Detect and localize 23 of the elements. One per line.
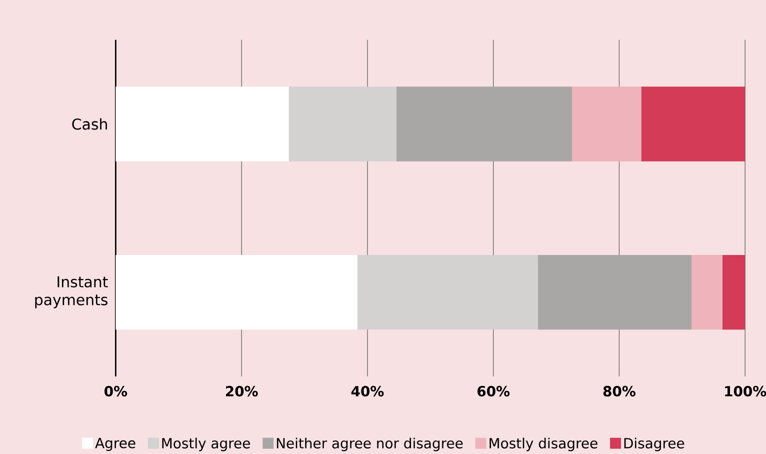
y-tick-label: Instant payments: [35, 276, 108, 308]
legend-label: Agree: [95, 438, 136, 451]
bar: [116, 86, 289, 162]
legend-label: Mostly disagree: [490, 438, 598, 452]
bar: [722, 254, 746, 330]
bar: [692, 254, 722, 330]
bar: [116, 254, 358, 330]
x-tick-label: 20%: [226, 386, 258, 396]
bar: [572, 86, 642, 162]
legend-label: Mostly agree: [162, 438, 250, 452]
y-tick-label: Cash: [72, 118, 107, 130]
x-tick-label: 80%: [603, 386, 636, 396]
bar: [641, 86, 746, 162]
x-tick-label: 40%: [351, 386, 384, 396]
bar: [538, 254, 692, 330]
legend-label: Neither agree nor disagree: [276, 438, 463, 452]
legend-label: Disagree: [624, 438, 684, 452]
bar: [396, 86, 572, 162]
x-tick-label: 60%: [478, 386, 510, 396]
bar: [288, 86, 396, 162]
x-tick-label: 0%: [104, 386, 128, 396]
x-tick-label: 100%: [725, 386, 766, 396]
bar: [357, 254, 538, 330]
